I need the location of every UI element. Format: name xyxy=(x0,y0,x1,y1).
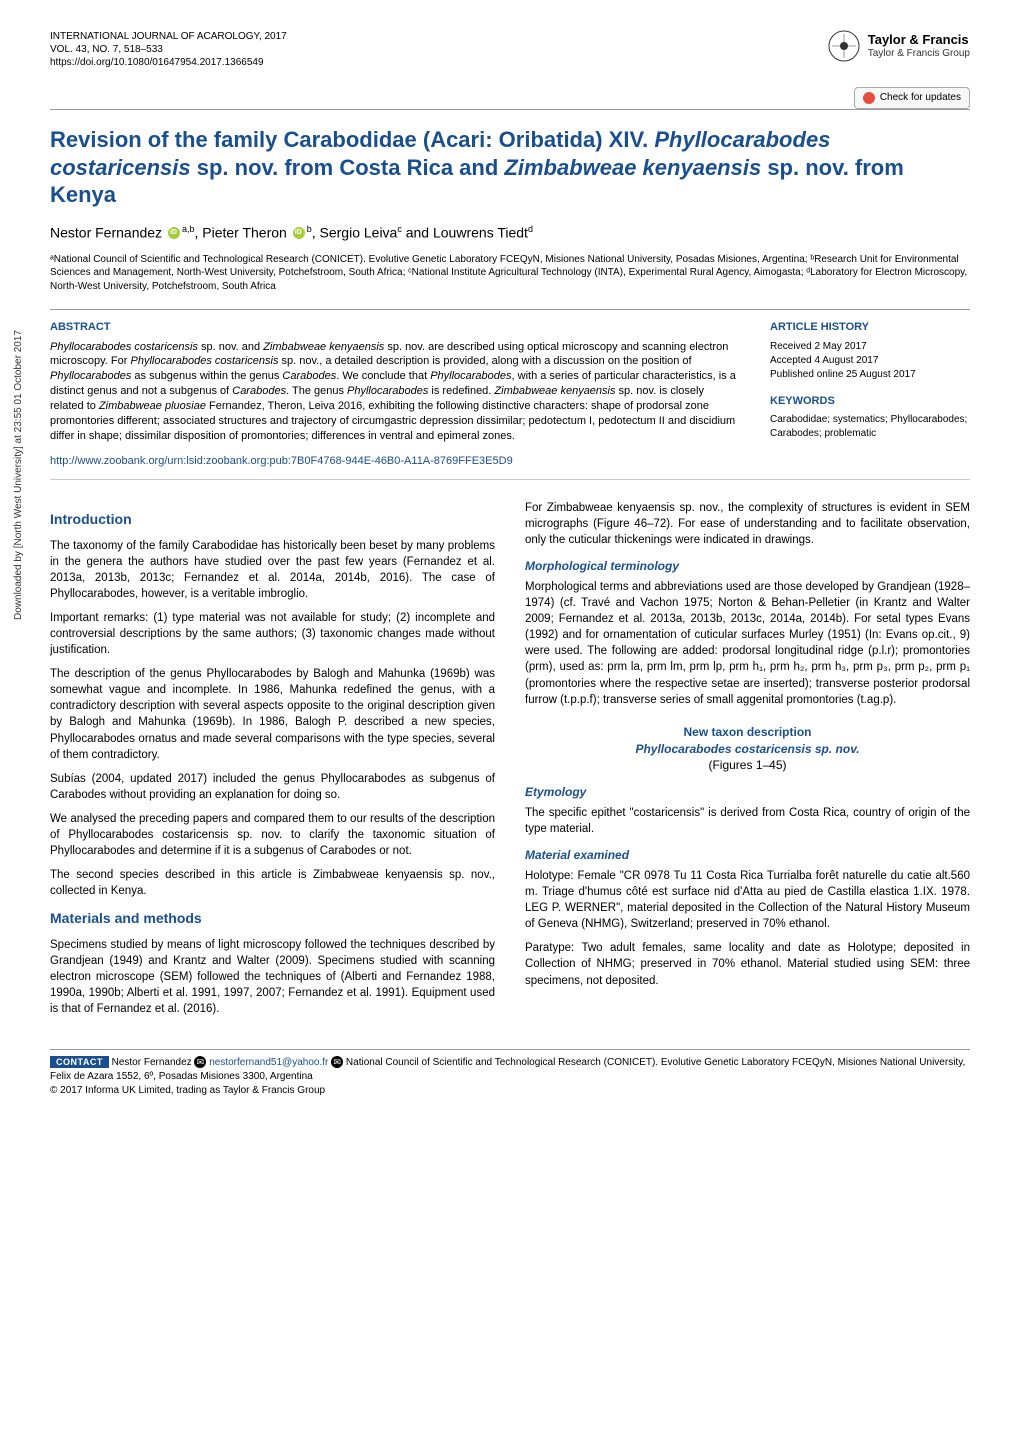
taxon-line2: Phyllocarabodes costaricensis sp. nov. xyxy=(525,741,970,758)
taxon-line1: New taxon description xyxy=(525,724,970,741)
right-p1: For Zimbabweae kenyaensis sp. nov., the … xyxy=(525,500,970,548)
author-2: Pieter Theron xyxy=(202,224,287,240)
taxon-box: New taxon description Phyllocarabodes co… xyxy=(525,724,970,774)
title-p1: Revision of the family Carabodidae (Acar… xyxy=(50,127,654,152)
intro-p4: Subías (2004, updated 2017) included the… xyxy=(50,771,495,803)
intro-p1: The taxonomy of the family Carabodidae h… xyxy=(50,538,495,602)
tf-logo-icon xyxy=(828,30,860,62)
footer: CONTACT Nestor Fernandez ✉ nestorfernand… xyxy=(50,1049,970,1098)
heading-material: Material examined xyxy=(525,847,970,864)
article-title: Revision of the family Carabodidae (Acar… xyxy=(50,126,970,209)
author-4: Louwrens Tiedt xyxy=(433,224,528,240)
intro-p5: We analysed the preceding papers and com… xyxy=(50,811,495,859)
author-3: Sergio Leiva xyxy=(320,224,398,240)
zoobank-link[interactable]: http://www.zoobank.org/urn:lsid:zoobank.… xyxy=(50,454,740,469)
journal-volume: VOL. 43, NO. 7, 518–533 xyxy=(50,43,287,56)
intro-p3: The description of the genus Phyllocarab… xyxy=(50,666,495,763)
contact-label: CONTACT xyxy=(50,1056,109,1068)
header-rule xyxy=(50,109,970,110)
publisher-logo: Taylor & Francis Taylor & Francis Group xyxy=(828,30,970,62)
history-label: ARTICLE HISTORY xyxy=(770,320,970,335)
intro-p6: The second species described in this art… xyxy=(50,867,495,899)
author-1: Nestor Fernandez xyxy=(50,224,162,240)
history-received: Received 2 May 2017 xyxy=(770,340,970,354)
morph-p: Morphological terms and abbreviations us… xyxy=(525,579,970,708)
right-column: For Zimbabweae kenyaensis sp. nov., the … xyxy=(525,500,970,1026)
orcid-icon[interactable] xyxy=(293,227,305,239)
mat-p2: Paratype: Two adult females, same locali… xyxy=(525,940,970,988)
mm-p1: Specimens studied by means of light micr… xyxy=(50,937,495,1017)
abstract-label: ABSTRACT xyxy=(50,320,740,335)
taxon-line3: (Figures 1–45) xyxy=(525,757,970,774)
left-column: Introduction The taxonomy of the family … xyxy=(50,500,495,1026)
updates-label: Check for updates xyxy=(880,91,961,105)
history-accepted: Accepted 4 August 2017 xyxy=(770,354,970,368)
etym-p: The specific epithet "costaricensis" is … xyxy=(525,805,970,837)
sep: , xyxy=(312,224,320,240)
sep: and xyxy=(402,224,433,240)
updates-icon xyxy=(863,92,875,104)
header-row: INTERNATIONAL JOURNAL OF ACAROLOGY, 2017… xyxy=(50,30,970,69)
title-p4: Zimbabweae kenyaensis xyxy=(504,155,761,180)
keywords-text: Carabodidae; systematics; Phyllocarabode… xyxy=(770,413,970,441)
abstract-text: Phyllocarabodes costaricensis sp. nov. a… xyxy=(50,340,740,444)
title-p3: sp. nov. from Costa Rica and xyxy=(191,155,505,180)
history-published: Published online 25 August 2017 xyxy=(770,368,970,382)
mat-p1: Holotype: Female "CR 0978 Tu 11 Costa Ri… xyxy=(525,868,970,932)
copyright: © 2017 Informa UK Limited, trading as Ta… xyxy=(50,1084,970,1098)
download-note: Downloaded by [North West University] at… xyxy=(12,330,26,620)
aff-4: d xyxy=(528,224,533,234)
mail-icon: ✉ xyxy=(194,1056,206,1068)
journal-info: INTERNATIONAL JOURNAL OF ACAROLOGY, 2017… xyxy=(50,30,287,69)
author-line: Nestor Fernandez a,b, Pieter Theron b, S… xyxy=(50,223,970,243)
orcid-icon[interactable] xyxy=(168,227,180,239)
contact-author: Nestor Fernandez xyxy=(112,1057,192,1068)
mail-icon: ✉ xyxy=(331,1056,343,1068)
journal-name: INTERNATIONAL JOURNAL OF ACAROLOGY, 2017 xyxy=(50,30,287,43)
aff-1: a,b xyxy=(182,224,195,234)
affiliations: ᵃNational Council of Scientific and Tech… xyxy=(50,253,970,294)
abstract-block: ABSTRACT Phyllocarabodes costaricensis s… xyxy=(50,309,970,480)
heading-introduction: Introduction xyxy=(50,510,495,530)
body-columns: Introduction The taxonomy of the family … xyxy=(50,500,970,1026)
heading-materials: Materials and methods xyxy=(50,909,495,929)
heading-morph: Morphological terminology xyxy=(525,558,970,575)
journal-doi: https://doi.org/10.1080/01647954.2017.13… xyxy=(50,56,287,69)
heading-etymology: Etymology xyxy=(525,784,970,801)
intro-p2: Important remarks: (1) type material was… xyxy=(50,610,495,658)
publisher-sub: Taylor & Francis Group xyxy=(868,48,970,59)
check-updates-button[interactable]: Check for updates xyxy=(854,87,970,109)
publisher-name: Taylor & Francis xyxy=(868,33,970,47)
keywords-label: KEYWORDS xyxy=(770,394,970,409)
contact-email[interactable]: nestorfernand51@yahoo.fr xyxy=(209,1057,328,1068)
